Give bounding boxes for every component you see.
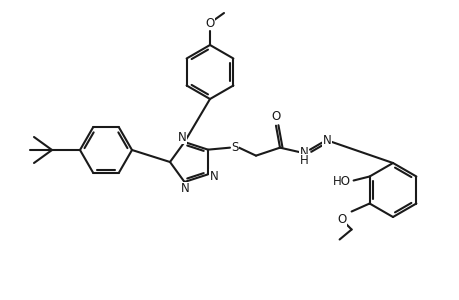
Text: O: O: [336, 213, 346, 226]
Text: H: H: [299, 154, 308, 167]
Text: S: S: [231, 141, 238, 154]
Text: HO: HO: [332, 175, 350, 188]
Text: N: N: [178, 130, 186, 143]
Text: N: N: [322, 134, 330, 147]
Text: O: O: [271, 110, 280, 123]
Text: N: N: [299, 146, 308, 159]
Text: O: O: [205, 16, 214, 29]
Text: N: N: [209, 170, 218, 183]
Text: N: N: [181, 182, 190, 196]
